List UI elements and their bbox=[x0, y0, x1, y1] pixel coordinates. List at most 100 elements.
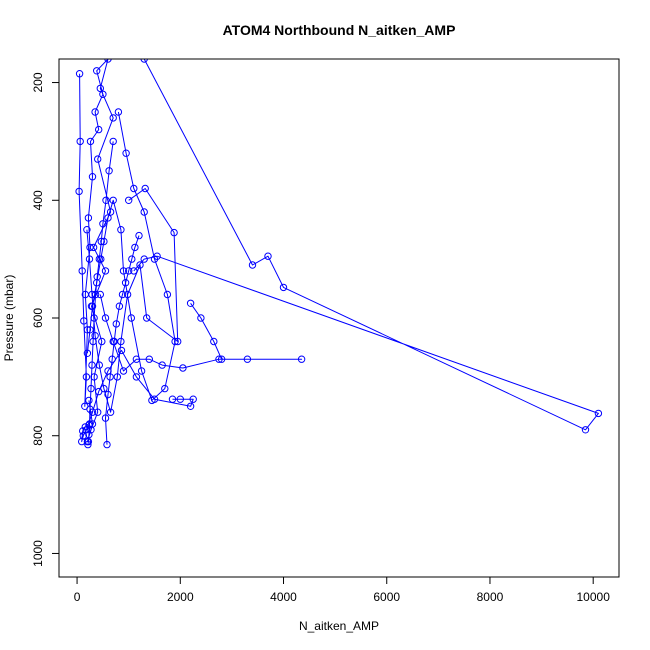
data-point bbox=[75, 187, 83, 196]
data-point bbox=[91, 290, 100, 299]
chart-title: ATOM4 Northbound N_aitken_AMP bbox=[223, 22, 456, 38]
data-point bbox=[117, 346, 126, 355]
series-line-6 bbox=[81, 349, 194, 443]
data-point bbox=[94, 155, 102, 163]
data-point bbox=[108, 355, 116, 363]
y-axis: 200 400 600 800 1000 bbox=[31, 72, 60, 567]
plot-area bbox=[75, 59, 603, 449]
data-point bbox=[99, 90, 107, 99]
data-point bbox=[145, 355, 154, 363]
data-point bbox=[197, 314, 205, 322]
data-point bbox=[89, 337, 97, 346]
data-point bbox=[176, 395, 185, 403]
data-point bbox=[118, 290, 127, 299]
data-point bbox=[114, 108, 123, 116]
data-point bbox=[132, 373, 141, 381]
data-point bbox=[119, 367, 128, 375]
data-point bbox=[121, 279, 130, 287]
data-point bbox=[132, 355, 141, 363]
y-tick-label: 400 bbox=[31, 190, 45, 210]
data-point bbox=[84, 214, 93, 222]
data-point bbox=[101, 267, 110, 275]
data-point bbox=[248, 261, 257, 269]
data-point bbox=[76, 137, 84, 146]
data-point bbox=[210, 337, 218, 346]
data-point bbox=[131, 243, 139, 252]
data-point bbox=[179, 364, 187, 372]
data-point bbox=[91, 108, 99, 116]
data-point bbox=[86, 405, 94, 413]
data-point bbox=[130, 267, 138, 275]
x-tick-label: 4000 bbox=[270, 590, 297, 604]
data-point bbox=[95, 387, 103, 396]
data-point bbox=[119, 267, 128, 275]
data-point bbox=[98, 337, 106, 346]
data-point bbox=[109, 114, 117, 122]
data-point bbox=[125, 267, 133, 275]
data-point bbox=[186, 299, 195, 307]
x-tick-label: 0 bbox=[74, 590, 81, 604]
data-point bbox=[84, 437, 93, 446]
data-point bbox=[95, 125, 103, 134]
data-point bbox=[153, 252, 161, 260]
plot-frame bbox=[58, 58, 620, 578]
data-point bbox=[86, 243, 94, 252]
data-point bbox=[279, 283, 288, 292]
data-point bbox=[140, 255, 148, 263]
data-point bbox=[110, 337, 118, 346]
data-point bbox=[75, 70, 84, 78]
series-line-4 bbox=[99, 294, 303, 372]
data-point bbox=[101, 314, 110, 322]
data-point bbox=[217, 355, 226, 363]
data-point bbox=[82, 373, 91, 381]
data-point bbox=[90, 373, 98, 381]
data-point bbox=[80, 317, 88, 325]
data-point bbox=[109, 196, 117, 205]
data-point bbox=[95, 255, 104, 263]
data-point bbox=[135, 231, 143, 240]
data-point bbox=[101, 414, 110, 422]
data-point bbox=[127, 314, 136, 322]
data-point bbox=[170, 228, 178, 237]
data-point bbox=[186, 402, 195, 410]
data-point bbox=[103, 440, 111, 449]
data-point bbox=[243, 355, 252, 363]
data-point bbox=[594, 409, 603, 418]
data-point bbox=[140, 59, 148, 63]
series-line-5 bbox=[133, 59, 599, 431]
data-point bbox=[128, 255, 136, 263]
data-point bbox=[130, 184, 138, 193]
data-point bbox=[117, 226, 125, 234]
data-point bbox=[83, 226, 91, 234]
y-tick-label: 800 bbox=[31, 425, 45, 445]
data-point bbox=[109, 137, 117, 146]
data-point bbox=[93, 67, 101, 75]
data-point bbox=[78, 267, 86, 275]
data-point bbox=[106, 408, 115, 416]
data-point bbox=[96, 290, 105, 299]
data-point bbox=[122, 149, 130, 157]
data-point bbox=[89, 243, 98, 252]
data-point bbox=[163, 290, 172, 299]
data-point bbox=[100, 237, 108, 246]
y-tick-label: 200 bbox=[31, 72, 45, 92]
data-point bbox=[581, 426, 590, 434]
data-point bbox=[94, 408, 102, 416]
series-line-2 bbox=[86, 111, 176, 401]
y-axis-label: Pressure (mbar) bbox=[2, 275, 16, 362]
data-point bbox=[123, 290, 132, 299]
data-point bbox=[83, 349, 92, 357]
series-line-1 bbox=[78, 59, 114, 443]
data-point bbox=[85, 396, 93, 405]
data-point bbox=[88, 173, 97, 181]
data-point bbox=[87, 384, 95, 393]
data-point bbox=[112, 320, 121, 328]
x-tick-label: 6000 bbox=[373, 590, 400, 604]
data-point bbox=[297, 355, 306, 363]
data-point bbox=[106, 373, 114, 381]
data-point bbox=[150, 395, 159, 403]
y-tick-label: 1000 bbox=[31, 540, 45, 567]
data-point bbox=[171, 337, 179, 346]
data-point bbox=[115, 302, 124, 310]
